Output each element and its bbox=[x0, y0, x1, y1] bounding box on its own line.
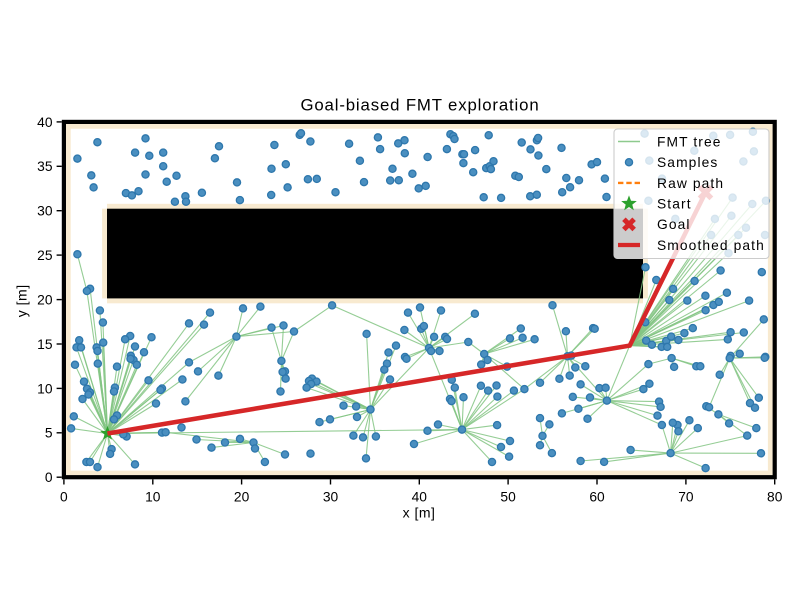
svg-text:5: 5 bbox=[45, 426, 53, 441]
svg-text:Samples: Samples bbox=[657, 155, 718, 170]
svg-text:60: 60 bbox=[589, 490, 605, 505]
svg-text:10: 10 bbox=[145, 490, 161, 505]
svg-text:Raw path: Raw path bbox=[657, 176, 724, 191]
svg-text:Goal: Goal bbox=[657, 217, 691, 232]
svg-text:y [m]: y [m] bbox=[14, 284, 30, 317]
svg-text:0: 0 bbox=[60, 490, 68, 505]
svg-text:35: 35 bbox=[37, 159, 53, 174]
svg-text:30: 30 bbox=[323, 490, 339, 505]
svg-text:20: 20 bbox=[37, 292, 53, 307]
svg-text:25: 25 bbox=[37, 248, 53, 263]
svg-text:10: 10 bbox=[37, 381, 53, 396]
svg-text:Start: Start bbox=[657, 197, 692, 212]
svg-text:30: 30 bbox=[37, 204, 53, 219]
svg-text:70: 70 bbox=[678, 490, 694, 505]
svg-text:0: 0 bbox=[45, 470, 53, 485]
svg-text:Goal-biased FMT exploration: Goal-biased FMT exploration bbox=[300, 96, 539, 115]
svg-text:x [m]: x [m] bbox=[403, 505, 436, 521]
svg-text:50: 50 bbox=[500, 490, 516, 505]
svg-text:20: 20 bbox=[234, 490, 250, 505]
svg-text:15: 15 bbox=[37, 337, 53, 352]
svg-text:40: 40 bbox=[412, 490, 428, 505]
svg-text:Smoothed path: Smoothed path bbox=[657, 238, 765, 253]
svg-text:FMT tree: FMT tree bbox=[657, 134, 722, 149]
svg-text:80: 80 bbox=[767, 490, 783, 505]
svg-text:40: 40 bbox=[37, 115, 53, 130]
